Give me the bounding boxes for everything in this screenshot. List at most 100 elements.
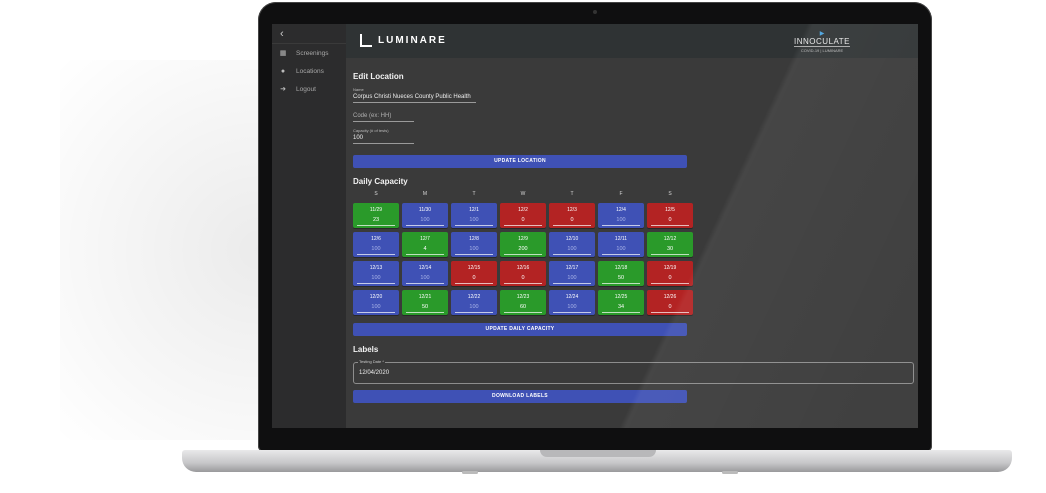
day-capacity-value[interactable]: 100: [567, 275, 577, 281]
day-capacity-value[interactable]: 100: [469, 304, 479, 310]
capacity-calendar: S M T W T F S 11/29 23 11/30 100 12/1 100 12/2 0 12/3 0 1…: [353, 191, 693, 315]
capacity-day-cell[interactable]: 12/9 200: [500, 232, 546, 257]
capacity-day-cell[interactable]: 12/15 0: [451, 261, 497, 286]
day-date: 12/16: [516, 265, 530, 271]
day-capacity-value[interactable]: 0: [570, 217, 574, 223]
logout-icon: ➜: [280, 86, 286, 93]
capacity-day-cell[interactable]: 12/13 100: [353, 261, 399, 286]
day-capacity-value[interactable]: 200: [518, 246, 528, 252]
day-capacity-value[interactable]: 60: [519, 304, 527, 310]
day-capacity-value[interactable]: 0: [668, 275, 672, 281]
capacity-day-cell[interactable]: 12/5 0: [647, 203, 693, 228]
day-date: 12/19: [663, 265, 677, 271]
update-location-button[interactable]: UPDATE LOCATION: [353, 155, 687, 168]
day-capacity-value[interactable]: 30: [666, 246, 674, 252]
luminare-logo[interactable]: LUMINARE: [360, 34, 447, 47]
day-capacity-value[interactable]: 50: [617, 275, 625, 281]
capacity-day-cell[interactable]: 12/21 50: [402, 290, 448, 315]
code-field[interactable]: Code (ex: HH): [353, 111, 414, 122]
name-input[interactable]: Corpus Christi Nueces County Public Heal…: [353, 92, 476, 103]
sidebar-item-screenings[interactable]: ▦ Screenings: [272, 44, 346, 62]
capacity-day-cell[interactable]: 12/8 100: [451, 232, 497, 257]
day-capacity-value[interactable]: 0: [521, 217, 525, 223]
testing-date-input[interactable]: 12/04/2020: [359, 370, 390, 376]
weekday-header: F: [619, 191, 623, 197]
day-date: 12/11: [614, 236, 628, 242]
name-label: Name: [353, 87, 364, 92]
day-capacity-value[interactable]: 100: [371, 275, 381, 281]
name-field[interactable]: Name Corpus Christi Nueces County Public…: [353, 87, 476, 103]
innoculate-logo: ▶ INNOCULATE COVID-19 | LUMINARE: [794, 30, 850, 53]
day-capacity-value[interactable]: 0: [472, 275, 476, 281]
day-date: 12/1: [469, 207, 479, 213]
code-input[interactable]: Code (ex: HH): [353, 111, 414, 122]
day-date: 12/7: [420, 236, 430, 242]
shadow: [60, 60, 260, 440]
capacity-day-cell[interactable]: 12/7 4: [402, 232, 448, 257]
capacity-day-cell[interactable]: 12/19 0: [647, 261, 693, 286]
day-capacity-value[interactable]: 34: [617, 304, 625, 310]
capacity-day-cell[interactable]: 12/25 34: [598, 290, 644, 315]
day-date: 12/25: [614, 294, 628, 300]
day-capacity-value[interactable]: 50: [421, 304, 429, 310]
capacity-day-cell[interactable]: 12/12 30: [647, 232, 693, 257]
capacity-day-cell[interactable]: 12/20 100: [353, 290, 399, 315]
capacity-day-cell[interactable]: 12/1 100: [451, 203, 497, 228]
laptop-notch: [540, 450, 656, 457]
update-daily-capacity-button[interactable]: UPDATE DAILY CAPACITY: [353, 323, 687, 336]
laptop-foot: [462, 471, 478, 474]
day-date: 12/5: [665, 207, 675, 213]
day-capacity-value[interactable]: 0: [668, 217, 672, 223]
capacity-day-cell[interactable]: 12/10 100: [549, 232, 595, 257]
capacity-day-cell[interactable]: 12/22 100: [451, 290, 497, 315]
day-date: 12/26: [663, 294, 677, 300]
day-capacity-value[interactable]: 100: [371, 246, 381, 252]
laptop-lid: ‹ ▦ Screenings ● Locations ➜ Logout LUMI…: [258, 2, 932, 452]
day-capacity-value[interactable]: 100: [616, 246, 626, 252]
testing-date-label: Testing Date *: [358, 359, 385, 364]
weekday-header: M: [422, 191, 428, 197]
capacity-day-cell[interactable]: 12/3 0: [549, 203, 595, 228]
day-capacity-value[interactable]: 100: [469, 217, 479, 223]
day-date: 11/30: [418, 207, 432, 213]
day-capacity-value[interactable]: 100: [420, 275, 430, 281]
day-capacity-value[interactable]: 100: [469, 246, 479, 252]
triangle-icon: ▶: [819, 31, 825, 37]
camera: [593, 10, 597, 14]
download-labels-button[interactable]: DOWNLOAD LABELS: [353, 390, 687, 403]
day-capacity-value[interactable]: 100: [420, 217, 430, 223]
capacity-day-cell[interactable]: 12/24 100: [549, 290, 595, 315]
capacity-day-cell[interactable]: 12/6 100: [353, 232, 399, 257]
day-capacity-value[interactable]: 100: [567, 304, 577, 310]
sidebar-item-logout[interactable]: ➜ Logout: [272, 80, 346, 98]
capacity-day-cell[interactable]: 11/29 23: [353, 203, 399, 228]
day-capacity-value[interactable]: 100: [371, 304, 381, 310]
weekday-header: T: [472, 191, 476, 197]
capacity-day-cell[interactable]: 12/26 0: [647, 290, 693, 315]
day-date: 12/8: [469, 236, 479, 242]
day-date: 12/20: [369, 294, 383, 300]
capacity-day-cell[interactable]: 12/16 0: [500, 261, 546, 286]
day-date: 12/6: [371, 236, 381, 242]
day-capacity-value[interactable]: 23: [372, 217, 380, 223]
capacity-day-cell[interactable]: 12/2 0: [500, 203, 546, 228]
capacity-day-cell[interactable]: 12/4 100: [598, 203, 644, 228]
capacity-day-cell[interactable]: 11/30 100: [402, 203, 448, 228]
day-capacity-value[interactable]: 0: [521, 275, 525, 281]
capacity-field[interactable]: Capacity (# of tests) 100: [353, 128, 414, 144]
capacity-day-cell[interactable]: 12/17 100: [549, 261, 595, 286]
day-capacity-value[interactable]: 4: [423, 246, 427, 252]
sidebar-item-locations[interactable]: ● Locations: [272, 62, 346, 80]
capacity-input[interactable]: 100: [353, 133, 414, 144]
day-capacity-value[interactable]: 0: [668, 304, 672, 310]
day-capacity-value[interactable]: 100: [616, 217, 626, 223]
testing-date-field[interactable]: Testing Date * 12/04/2020: [353, 359, 914, 384]
capacity-day-cell[interactable]: 12/18 50: [598, 261, 644, 286]
capacity-day-cell[interactable]: 12/23 60: [500, 290, 546, 315]
capacity-day-cell[interactable]: 12/14 100: [402, 261, 448, 286]
app-header: LUMINARE ▶ INNOCULATE COVID-19 | LUMINAR…: [346, 24, 918, 58]
chevron-left-icon[interactable]: ‹: [272, 24, 346, 44]
day-capacity-value[interactable]: 100: [567, 246, 577, 252]
day-date: 12/13: [369, 265, 383, 271]
capacity-day-cell[interactable]: 12/11 100: [598, 232, 644, 257]
